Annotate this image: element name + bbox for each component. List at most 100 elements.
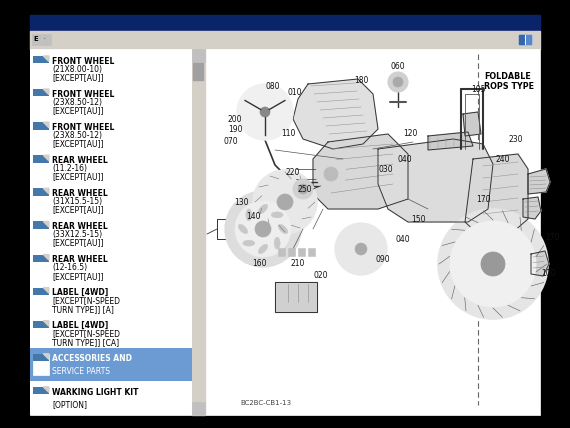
Text: [EXCEPT[AU]]: [EXCEPT[AU]]: [52, 272, 103, 281]
Bar: [33, 221, 49, 243]
Bar: [33, 89, 49, 110]
Polygon shape: [43, 188, 49, 194]
Ellipse shape: [258, 244, 268, 254]
Polygon shape: [43, 387, 49, 392]
Bar: [30, 381, 192, 414]
Text: (33X12.5-15): (33X12.5-15): [52, 230, 102, 239]
Polygon shape: [463, 112, 481, 136]
Bar: [518, 34, 532, 45]
Ellipse shape: [278, 224, 288, 234]
Text: ·: ·: [43, 34, 47, 44]
Ellipse shape: [238, 224, 248, 234]
Text: (11.2-16): (11.2-16): [52, 164, 87, 173]
Polygon shape: [43, 255, 49, 260]
Text: 105: 105: [471, 84, 485, 93]
Bar: [33, 188, 49, 209]
Text: 070: 070: [223, 137, 238, 146]
Ellipse shape: [258, 204, 268, 214]
Bar: [33, 255, 49, 276]
Bar: [30, 249, 192, 282]
Polygon shape: [43, 155, 49, 161]
Text: 230: 230: [509, 134, 523, 143]
Text: 140: 140: [246, 211, 260, 220]
Text: BC2BC-CB1-13: BC2BC-CB1-13: [240, 400, 291, 406]
Bar: [30, 348, 192, 381]
Circle shape: [481, 252, 505, 276]
Text: FOLDABLE: FOLDABLE: [484, 72, 531, 81]
Circle shape: [253, 170, 317, 234]
Text: 250: 250: [298, 184, 312, 193]
Text: [OPTION]: [OPTION]: [52, 400, 87, 409]
Text: [EXCEPT[AU]]: [EXCEPT[AU]]: [52, 106, 103, 115]
Text: 040: 040: [398, 155, 412, 163]
Text: 100: 100: [541, 270, 555, 279]
Polygon shape: [275, 282, 317, 312]
Text: FRONT WHEEL: FRONT WHEEL: [52, 123, 114, 132]
Bar: [482, 67, 539, 91]
Bar: [30, 215, 192, 249]
Text: 060: 060: [390, 62, 405, 71]
Bar: [33, 354, 49, 361]
Polygon shape: [523, 197, 541, 219]
Bar: [33, 221, 49, 229]
Bar: [205, 49, 540, 415]
Polygon shape: [378, 139, 493, 222]
Bar: [525, 35, 531, 44]
Bar: [30, 83, 192, 116]
Text: 040: 040: [396, 235, 410, 244]
Text: [EXCEPT[N-SPEED: [EXCEPT[N-SPEED: [52, 330, 120, 339]
Ellipse shape: [246, 209, 252, 221]
Text: 220: 220: [286, 167, 300, 176]
Bar: [33, 387, 49, 394]
Bar: [33, 122, 49, 143]
Bar: [42, 34, 51, 45]
Bar: [288, 248, 295, 256]
Text: TURN TYPE]] [A]: TURN TYPE]] [A]: [52, 305, 114, 314]
Bar: [30, 149, 192, 182]
Text: ACCESSORIES AND: ACCESSORIES AND: [52, 354, 132, 363]
Bar: [33, 354, 49, 375]
Text: REAR WHEEL: REAR WHEEL: [52, 189, 108, 198]
Text: E: E: [33, 36, 38, 42]
Bar: [33, 255, 49, 262]
Text: (31X15.5-15): (31X15.5-15): [52, 197, 102, 206]
Text: (21X8.00-10): (21X8.00-10): [52, 65, 102, 74]
Polygon shape: [43, 321, 49, 326]
Text: REAR WHEEL: REAR WHEEL: [52, 156, 108, 165]
Circle shape: [355, 243, 367, 255]
Text: (12-16.5): (12-16.5): [52, 264, 87, 273]
Bar: [30, 116, 192, 149]
Circle shape: [335, 223, 387, 275]
Circle shape: [260, 107, 270, 117]
Text: (23X8.50-12): (23X8.50-12): [52, 98, 102, 107]
Circle shape: [393, 77, 403, 87]
Text: [EXCEPT[N-SPEED: [EXCEPT[N-SPEED: [52, 297, 120, 306]
Text: 240: 240: [496, 155, 510, 163]
Circle shape: [225, 191, 301, 267]
Bar: [33, 56, 49, 63]
Polygon shape: [43, 354, 49, 360]
Bar: [33, 387, 49, 408]
Text: [EXCEPT[AU]]: [EXCEPT[AU]]: [52, 73, 103, 82]
Text: REAR WHEEL: REAR WHEEL: [52, 255, 108, 264]
Text: SERVICE PARTS: SERVICE PARTS: [52, 367, 110, 376]
Text: 080: 080: [266, 81, 280, 90]
Ellipse shape: [243, 240, 255, 246]
Circle shape: [255, 221, 271, 237]
Text: 130: 130: [234, 197, 249, 206]
Text: 210: 210: [291, 259, 305, 268]
Bar: [519, 35, 525, 44]
Ellipse shape: [274, 237, 280, 249]
Bar: [192, 402, 205, 415]
Text: LABEL [4WD]: LABEL [4WD]: [52, 321, 108, 330]
Text: 110: 110: [281, 130, 295, 139]
Polygon shape: [43, 221, 49, 227]
Text: 180: 180: [354, 75, 368, 84]
Bar: [30, 15, 540, 31]
Bar: [32, 34, 41, 45]
Bar: [30, 50, 192, 83]
Polygon shape: [313, 134, 408, 209]
Bar: [30, 182, 192, 215]
Circle shape: [235, 201, 291, 257]
Bar: [33, 321, 49, 328]
